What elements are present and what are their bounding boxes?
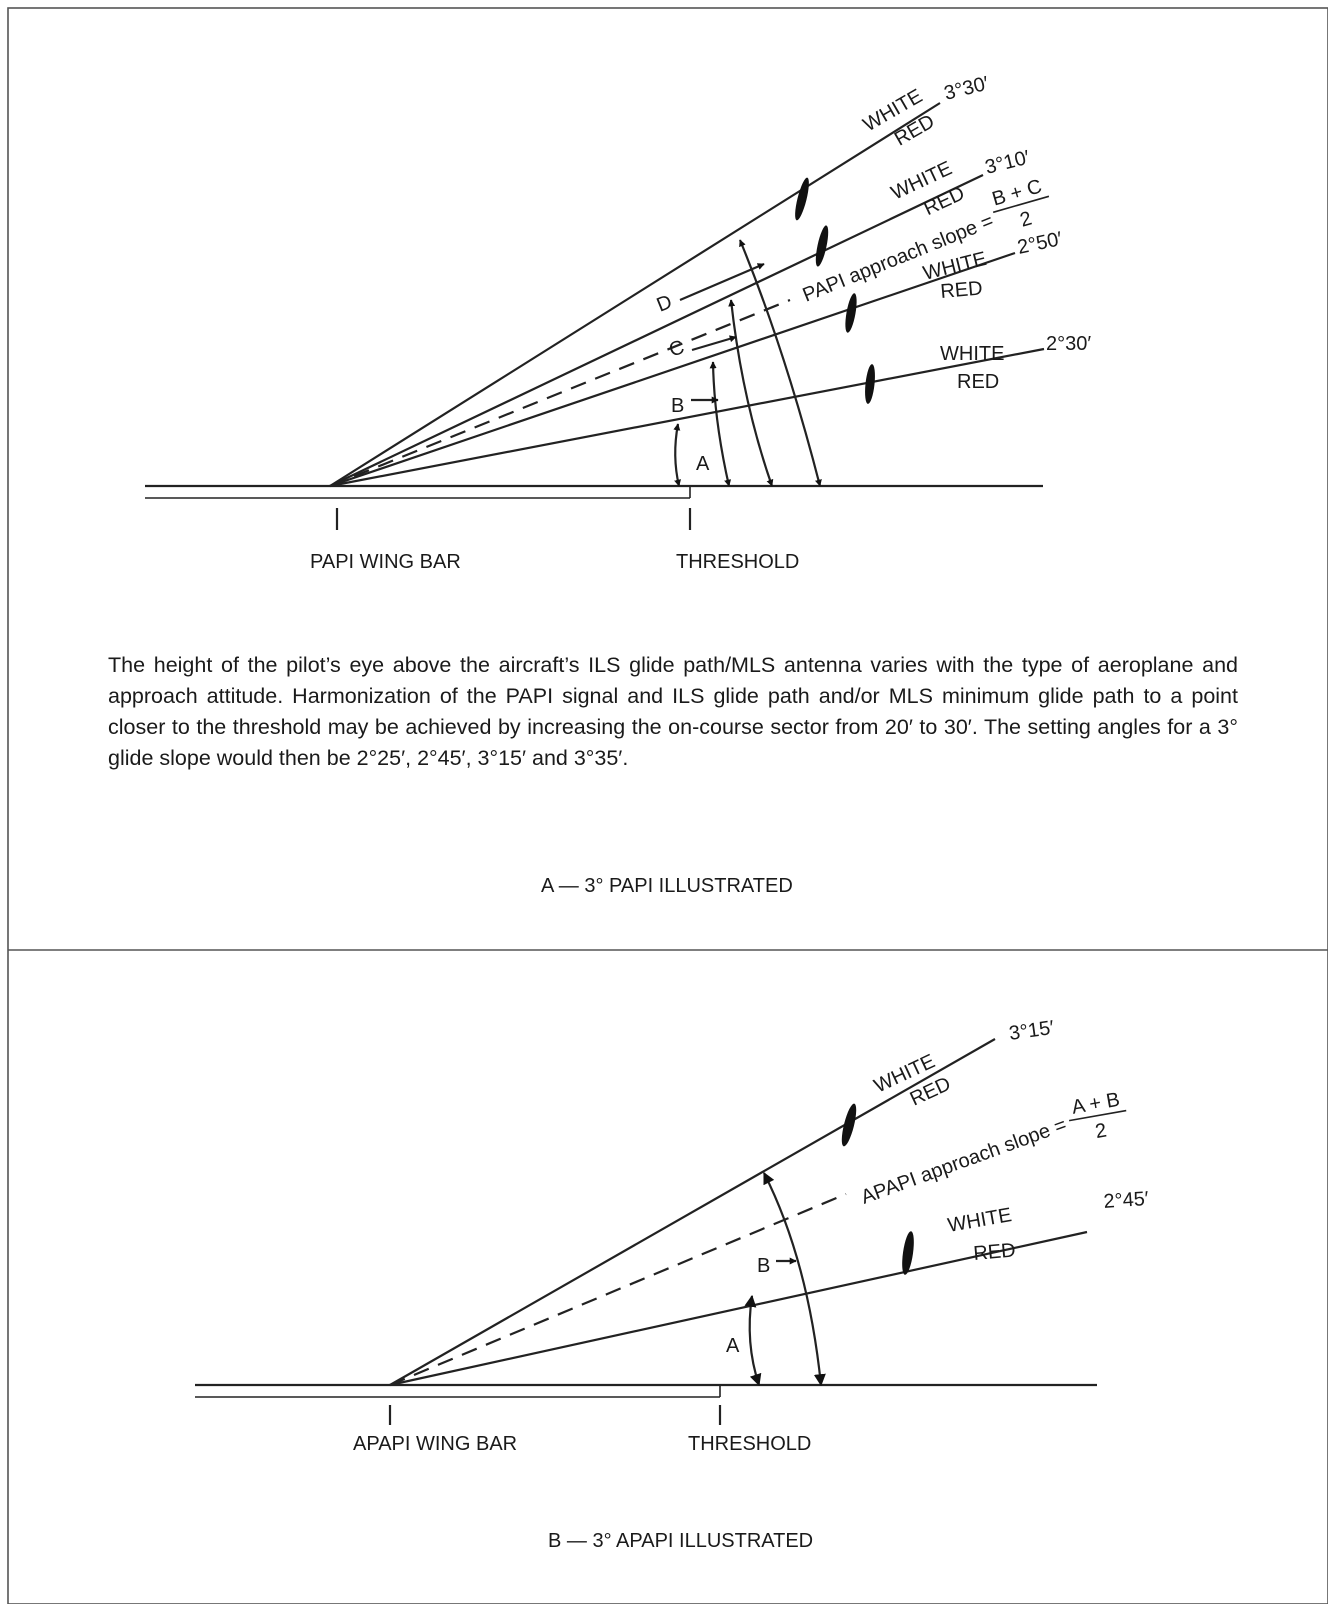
sector-line-315 xyxy=(389,1038,996,1386)
threshold-label-a: THRESHOLD xyxy=(676,551,799,573)
arrow-c xyxy=(691,335,737,352)
angle-arc-a xyxy=(673,423,681,487)
sector-line-230 xyxy=(329,347,1045,488)
red-label-250: RED xyxy=(940,277,984,303)
angle-label-245: 2°45′ xyxy=(1103,1188,1150,1213)
angle-letter-a: A xyxy=(696,453,710,475)
arrow-d xyxy=(679,262,765,302)
angle-label-310: 3°10′ xyxy=(983,147,1032,179)
apapi-wing-bar-label: APAPI WING BAR xyxy=(353,1433,517,1455)
caption-b: B — 3° APAPI ILLUSTRATED xyxy=(548,1530,813,1552)
light-unit-b2 xyxy=(902,1231,914,1275)
panel-b-apapi: A B WHITE RED 3°15′ APAPI approach slope… xyxy=(195,1017,1150,1552)
light-unit-4 xyxy=(865,364,875,404)
angle-arc-b-a xyxy=(744,1294,762,1387)
light-unit-1 xyxy=(795,177,809,221)
apapi-slope-denominator: 2 xyxy=(1094,1119,1109,1143)
angle-arc-d xyxy=(738,239,822,487)
apapi-slope-dashed-line xyxy=(389,1192,847,1387)
light-unit-2 xyxy=(815,225,829,267)
light-unit-3 xyxy=(845,293,857,333)
white-label-230: WHITE xyxy=(940,343,1004,365)
angle-arc-b-b xyxy=(763,1171,826,1387)
sector-line-250 xyxy=(329,251,1016,488)
red-label-245: RED xyxy=(973,1239,1017,1265)
angle-label-315: 3°15′ xyxy=(1008,1017,1056,1045)
angle-letter-b: B xyxy=(671,395,684,417)
papi-wing-bar-label: PAPI WING BAR xyxy=(310,551,461,573)
angle-label-230: 2°30′ xyxy=(1046,333,1091,355)
angle-arc-b xyxy=(709,361,732,487)
apapi-slope-fraction-bar xyxy=(1068,1109,1127,1122)
sector-line-330 xyxy=(329,102,941,487)
angle-label-330: 3°30′ xyxy=(942,73,991,105)
approach-slope-dashed-line xyxy=(329,298,791,488)
light-unit-b1 xyxy=(841,1103,857,1147)
apapi-slope-label: APAPI approach slope = xyxy=(858,1114,1069,1209)
caption-a: A — 3° PAPI ILLUSTRATED xyxy=(541,875,793,897)
angle-letter-c: C xyxy=(666,336,687,362)
papi-slope-denominator: 2 xyxy=(1018,207,1035,231)
papi-slope-fraction-bar xyxy=(992,195,1050,214)
sector-line-310 xyxy=(329,174,984,487)
sector-line-245 xyxy=(389,1230,1088,1387)
white-label-245: WHITE xyxy=(946,1204,1013,1237)
angle-letter-d: D xyxy=(654,291,676,317)
harmonization-note: The height of the pilot’s eye above the … xyxy=(108,653,1238,770)
angle-letter-a-b: A xyxy=(726,1335,740,1357)
apapi-slope-numerator: A + B xyxy=(1070,1089,1121,1119)
angle-label-250: 2°50′ xyxy=(1015,228,1064,259)
angle-letter-b-b: B xyxy=(757,1255,770,1277)
angle-arc-c xyxy=(728,299,774,487)
threshold-label-b: THRESHOLD xyxy=(688,1433,811,1455)
outer-frame xyxy=(7,7,1328,1604)
red-label-230: RED xyxy=(957,371,999,393)
